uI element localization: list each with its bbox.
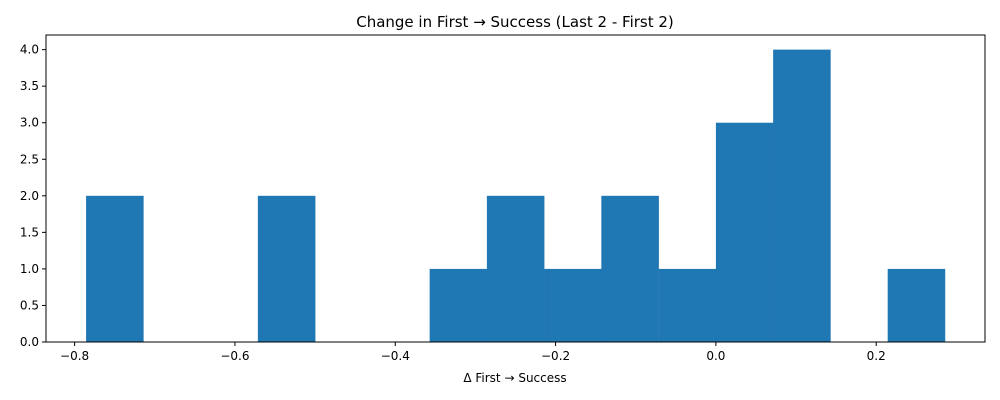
- y-ticks: 0.0 0.5 1.0 1.5 2.0 2.5 3.0 3.5 4.0: [20, 43, 46, 349]
- y-tick-label: 2.0: [20, 189, 39, 203]
- x-axis-label: Δ First → Success: [463, 371, 566, 385]
- histogram-bar-12: [773, 49, 831, 342]
- x-tick-label: −0.4: [381, 349, 410, 363]
- x-tick-label: −0.8: [60, 349, 89, 363]
- y-tick-label: 1.5: [20, 225, 39, 239]
- y-tick-label: 4.0: [20, 43, 39, 57]
- y-tick-label: 0.5: [20, 298, 39, 312]
- y-tick-label: 2.5: [20, 152, 39, 166]
- y-tick-label: 3.0: [20, 116, 39, 130]
- histogram-bar-3: [257, 195, 316, 342]
- x-tick-label: 0.2: [867, 349, 886, 363]
- histogram-bar-11: [715, 122, 774, 342]
- y-tick-label: 0.0: [20, 335, 39, 349]
- histogram-bar-8: [544, 268, 602, 342]
- y-tick-label: 3.5: [20, 79, 39, 93]
- bars-group: [86, 49, 946, 342]
- histogram-bar-14: [887, 268, 946, 342]
- plot-frame: [45, 34, 986, 343]
- x-ticks: −0.8 −0.6 −0.4 −0.2 0.0 0.2: [60, 342, 886, 363]
- x-tick-label: −0.6: [220, 349, 249, 363]
- histogram-bar-0: [86, 195, 144, 342]
- histogram-bar-6: [429, 268, 488, 342]
- x-tick-label: −0.2: [541, 349, 570, 363]
- chart-title: Change in First → Success (Last 2 - Firs…: [356, 13, 674, 31]
- histogram-bar-9: [601, 195, 659, 342]
- histogram-bar-10: [658, 268, 717, 342]
- x-tick-label: 0.0: [706, 349, 725, 363]
- y-tick-label: 1.0: [20, 262, 39, 276]
- histogram-bar-7: [486, 195, 545, 342]
